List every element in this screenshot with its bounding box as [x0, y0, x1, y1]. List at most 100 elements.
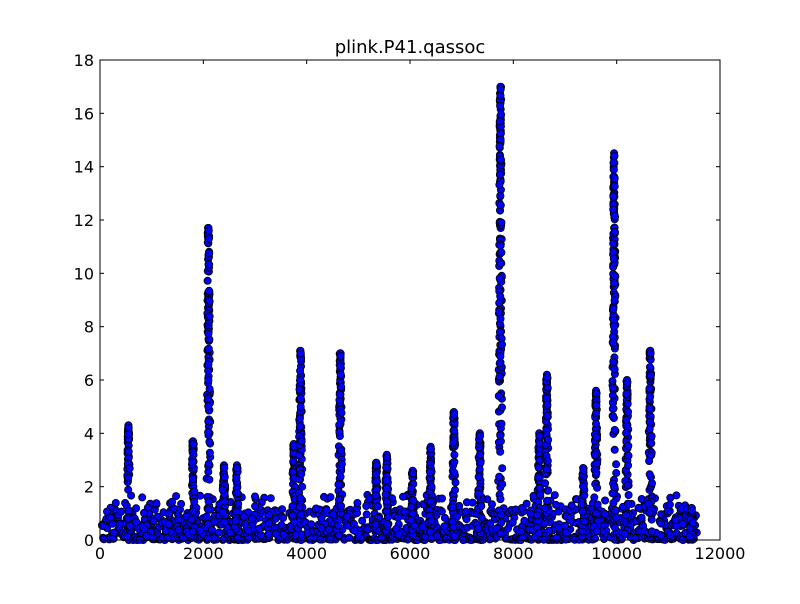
data-point [552, 500, 561, 509]
data-point [609, 158, 618, 167]
data-point [407, 484, 416, 493]
data-point [474, 489, 483, 498]
data-point [296, 402, 305, 411]
data-point [453, 512, 462, 521]
data-point [601, 496, 610, 505]
data-point [190, 497, 199, 506]
data-point [336, 351, 345, 360]
x-axis: 0 2000 4000 6000 8000 10000 12000 [95, 60, 745, 563]
data-point [204, 234, 213, 243]
data-point [496, 201, 505, 210]
data-point [498, 480, 507, 489]
data-point [518, 503, 527, 512]
data-point [427, 482, 436, 491]
data-point [497, 248, 506, 257]
y-tick-label: 4 [84, 424, 94, 443]
data-point [189, 507, 198, 516]
data-point [543, 411, 552, 420]
data-point [189, 439, 198, 448]
data-point [609, 498, 618, 507]
data-point [295, 385, 304, 394]
data-point [220, 473, 229, 482]
data-point [475, 465, 484, 474]
data-point [408, 509, 417, 518]
data-point [334, 480, 343, 489]
data-point [152, 499, 161, 508]
data-point [174, 525, 183, 534]
data-point [496, 101, 505, 110]
data-point [204, 360, 213, 369]
data-point [266, 494, 275, 503]
data-point [358, 516, 367, 525]
data-point [279, 513, 288, 522]
data-point [247, 514, 256, 523]
y-tick-label: 8 [84, 318, 94, 337]
data-point [609, 383, 618, 392]
data-point [666, 530, 675, 539]
data-point [611, 271, 620, 280]
data-point [163, 534, 172, 543]
data-point [440, 513, 449, 522]
data-point [579, 482, 588, 491]
data-point [496, 529, 505, 538]
data-point [337, 408, 346, 417]
data-point [343, 512, 352, 521]
data-point [494, 391, 503, 400]
data-point [486, 519, 495, 528]
data-point [610, 296, 619, 305]
data-point [601, 509, 610, 518]
data-point [226, 528, 235, 537]
data-point [592, 433, 601, 442]
data-point [610, 151, 619, 160]
data-point [624, 441, 633, 450]
data-point [296, 422, 305, 431]
data-point [125, 464, 134, 473]
data-point [648, 479, 657, 488]
data-point [610, 278, 619, 287]
data-point [335, 390, 344, 399]
data-point [179, 534, 188, 543]
data-point [634, 503, 643, 512]
data-point [497, 510, 506, 519]
data-point [610, 227, 619, 236]
data-point [609, 205, 618, 214]
x-tick-label: 6000 [390, 544, 431, 563]
y-tick-label: 10 [74, 264, 94, 283]
data-point [427, 517, 436, 526]
data-point [495, 308, 504, 317]
data-point [612, 513, 621, 522]
data-point [496, 170, 505, 179]
data-point [541, 479, 550, 488]
data-point [124, 485, 133, 494]
data-point [496, 314, 505, 323]
data-point [279, 530, 288, 539]
data-point [543, 373, 552, 382]
x-tick-label: 0 [95, 544, 105, 563]
data-point [106, 513, 115, 522]
data-point [495, 117, 504, 126]
data-point [204, 226, 213, 235]
data-point [409, 496, 418, 505]
data-point [408, 469, 417, 478]
data-point [295, 451, 304, 460]
x-tick-label: 2000 [183, 544, 224, 563]
data-point [437, 507, 446, 516]
data-point [427, 535, 436, 544]
data-point [297, 530, 306, 539]
y-tick-label: 16 [74, 104, 94, 123]
data-point [204, 505, 213, 514]
y-tick-label: 18 [74, 51, 94, 70]
data-point [508, 518, 517, 527]
data-point [647, 439, 656, 448]
data-point [534, 473, 543, 482]
data-point [495, 274, 504, 283]
data-point [205, 286, 214, 295]
data-point [592, 389, 601, 398]
data-point [220, 463, 229, 472]
data-point [251, 502, 260, 511]
data-point [450, 450, 459, 459]
data-point [265, 519, 274, 528]
data-point [393, 513, 402, 522]
data-point [495, 180, 504, 189]
data-point [451, 478, 460, 487]
